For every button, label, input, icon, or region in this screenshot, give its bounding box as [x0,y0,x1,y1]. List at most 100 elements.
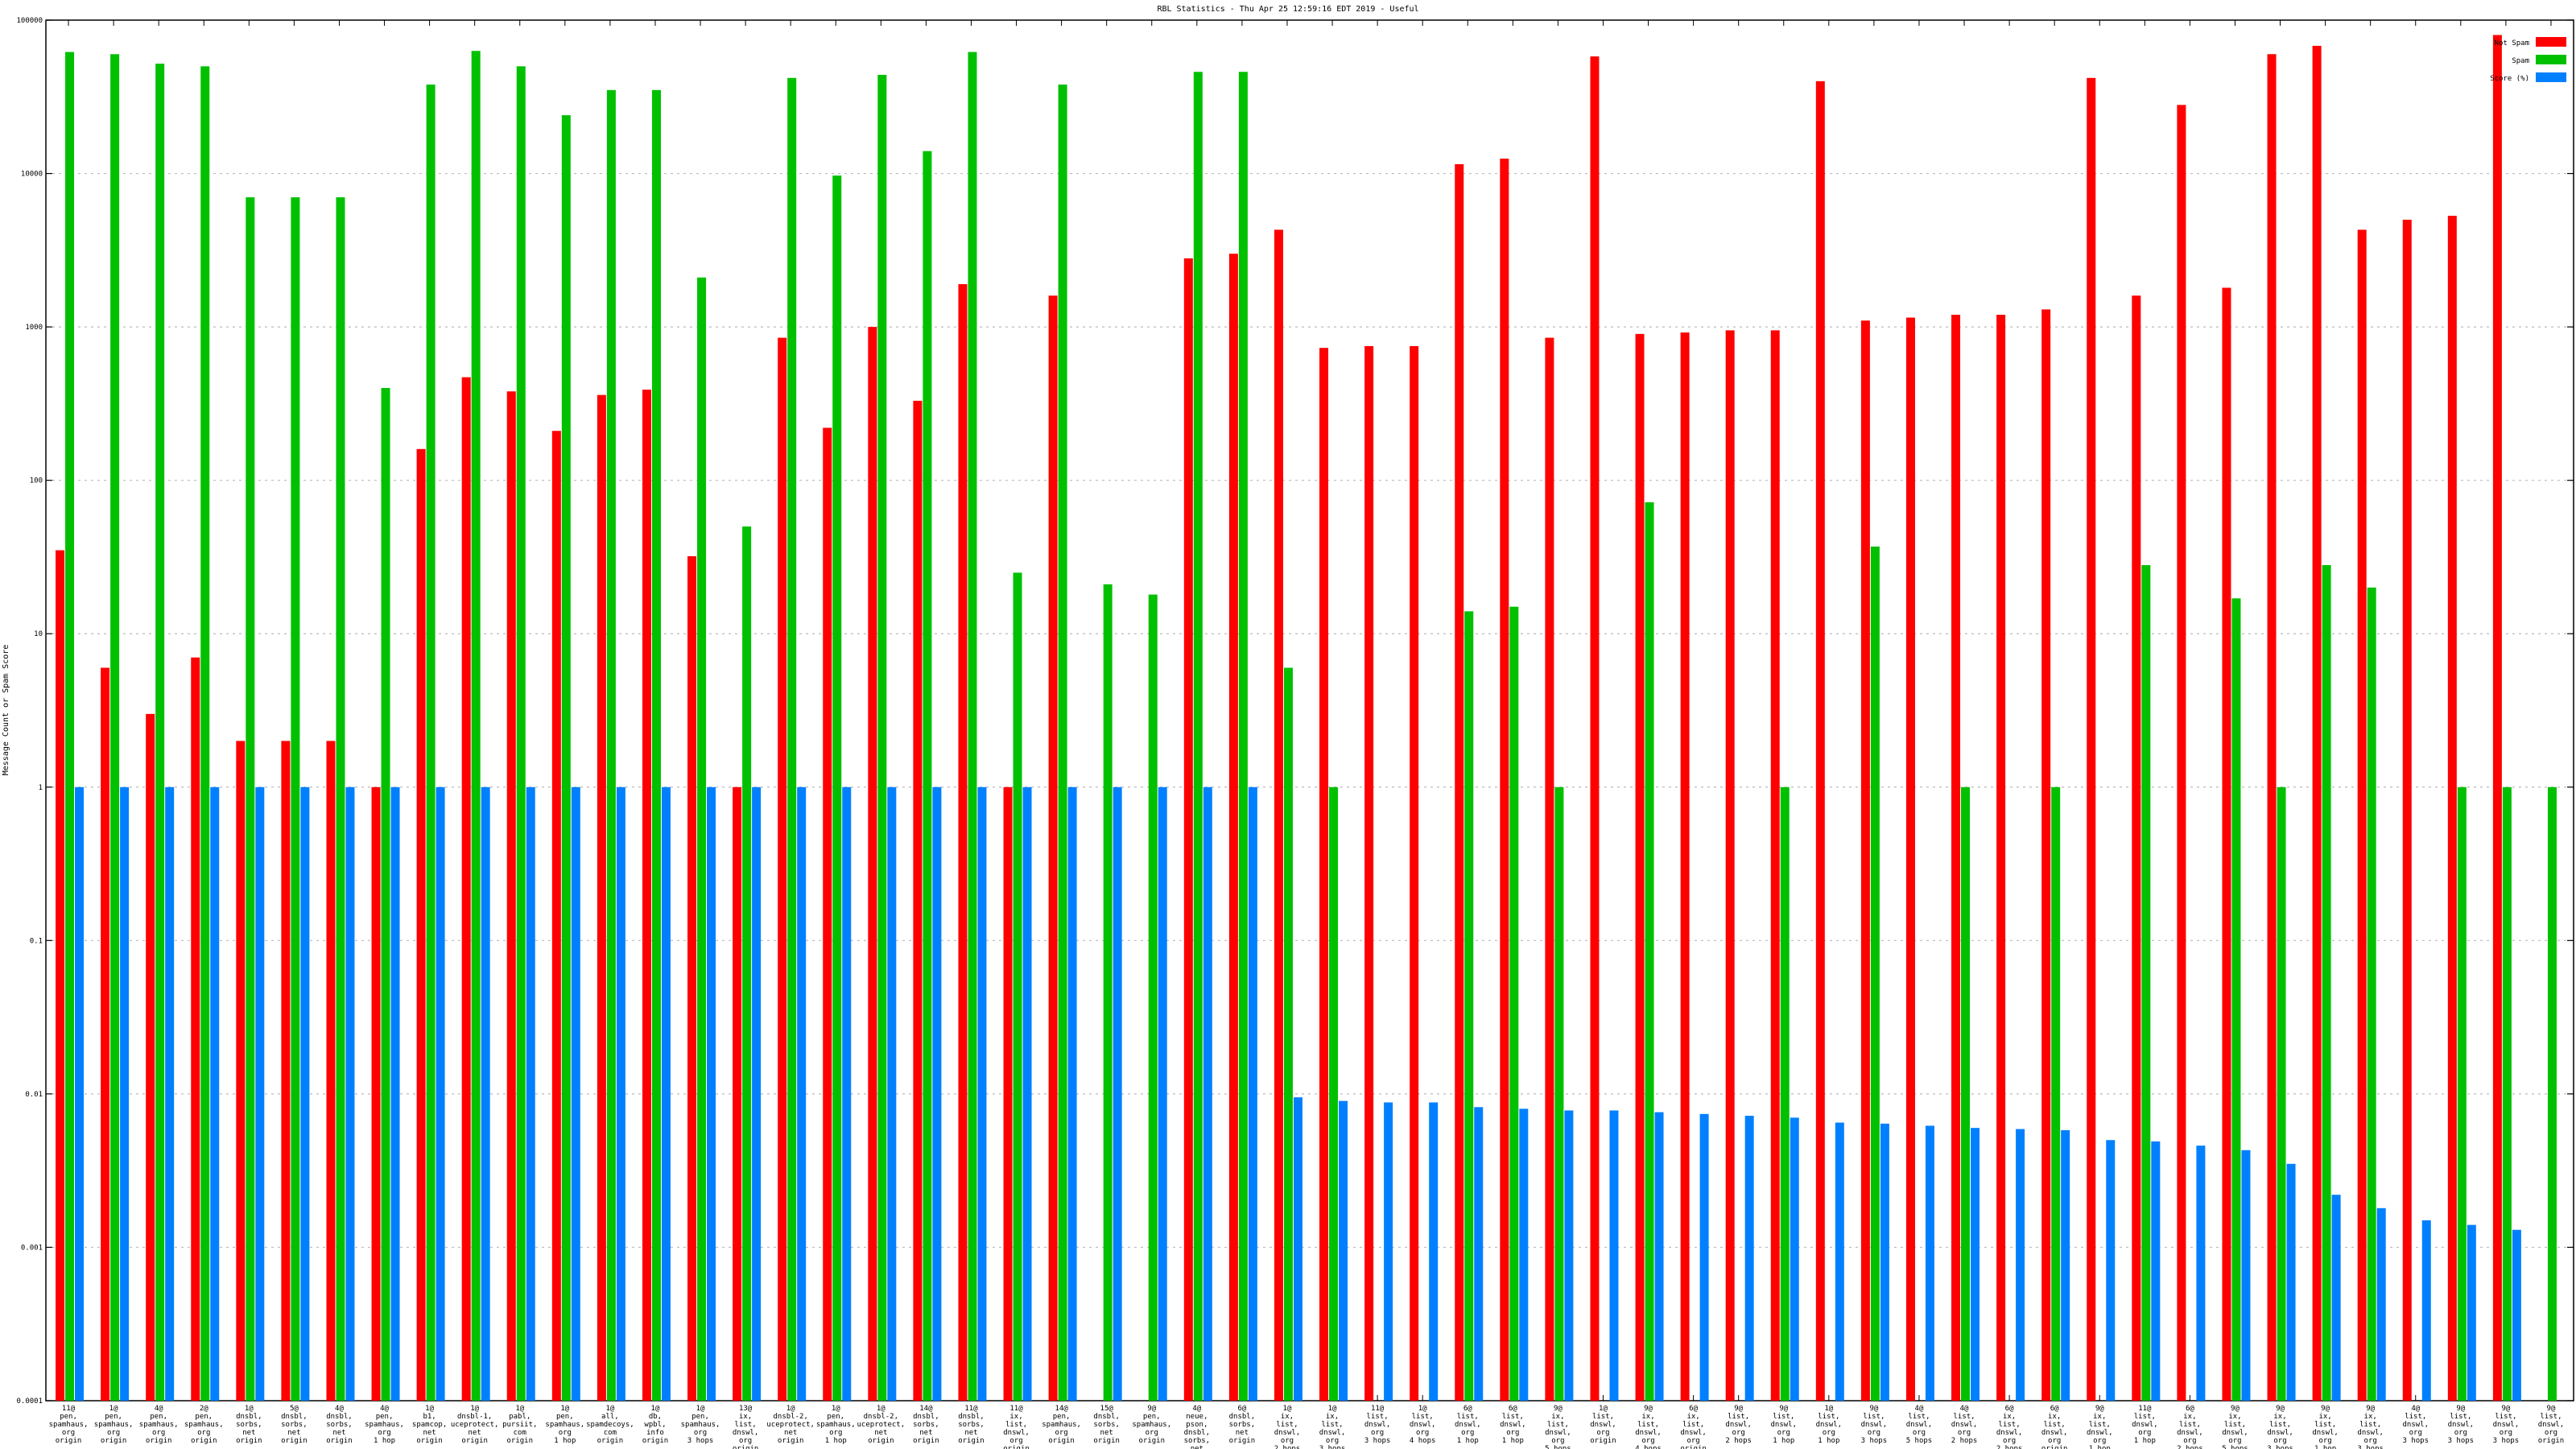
bar-score-43 [2016,1129,2025,1401]
bar-score-9 [481,786,490,1401]
bar-not-spam-47 [2177,105,2186,1401]
x-category-label-line: 3 hops [2267,1445,2293,1449]
bar-not-spam-12 [597,394,606,1401]
bar-score-16 [797,786,807,1401]
bar-spam-21 [1013,572,1022,1401]
x-category-label-line: dnswl, [1680,1429,1707,1437]
x-category-label-line: ix, [2273,1413,2286,1421]
gridlines [46,20,2574,1401]
x-category-label-line: ix, [1686,1413,1699,1421]
x-category-label-line: 1 hop [2089,1445,2111,1449]
x-category-label: 4@ pen, spamhaus, org origin [139,1405,179,1445]
y-tick-label: 100 [30,477,43,485]
x-category-label-line: dnswl, [1545,1429,1571,1437]
x-category-label-line: origin [958,1437,985,1445]
x-category-label-line: ix, [739,1413,752,1421]
bar-score-28 [1339,1100,1348,1401]
x-category-label-line: org [739,1437,752,1445]
y-axis-ticks: 0.0001 0.001 0.01 0.1 1 10 100 1000 10000 100000 [16,17,2574,1406]
x-category-label-line: list, [2044,1421,2066,1429]
x-category-label: 11@ dnsbl, sorbs, net origin [958,1405,985,1445]
bar-not-spam-20 [958,283,968,1402]
x-category-label-line: org [1551,1437,1564,1445]
bar-spam-5 [291,197,300,1401]
bar-not-spam-41 [1905,317,1915,1401]
bar-score-45 [2106,1140,2116,1401]
bar-spam-46 [2141,565,2151,1401]
x-category-label-line: 1@ [696,1405,705,1413]
x-category-label-line: 11@ [1371,1405,1385,1413]
bar-not-spam-40 [1860,320,1870,1401]
legend-label: Not Spam [2495,39,2529,47]
x-category-label: 1@ dnsbl-2, uceprotect, net origin [857,1405,906,1445]
x-category-label-line: net [919,1429,932,1437]
x-category-label-line: 11@ [964,1405,978,1413]
x-category-label-line: 6@ [2186,1405,2194,1413]
x-category-label-line: uceprotect, [857,1421,906,1429]
x-category-label-line: 1@ [1824,1405,1833,1413]
bar-spam-53 [2457,786,2467,1401]
x-category-label-line: ix, [1281,1413,1294,1421]
x-category-label: 1@ dnsbl-2, uceprotect, net origin [766,1405,815,1445]
x-category-label-line: 1@ [832,1405,840,1413]
bar-not-spam-21 [1003,786,1013,1401]
x-category-label-line: list, [2405,1413,2426,1421]
bar-score-31 [1474,1107,1484,1401]
x-category-label: 4@ pen, spamhaus, org 1 hop [365,1405,404,1445]
x-category-label-line: sorbs, [236,1421,262,1429]
bar-not-spam-9 [461,377,471,1401]
x-category-label-line: spamhaus, [816,1421,856,1429]
x-category-label-line: ix, [1551,1413,1564,1421]
bar-not-spam-18 [868,327,877,1402]
bar-not-spam-43 [1996,315,2006,1401]
x-category-label-line: list, [1682,1421,1704,1429]
x-category-label-line: net [874,1429,887,1437]
x-category-label-line: org [1009,1437,1022,1445]
x-category-label-line: org [1686,1437,1699,1445]
x-category-label-line: list, [2089,1421,2111,1429]
x-category-label: 1@ pen, spamhaus, org 3 hops [681,1405,720,1445]
bar-spam-31 [1464,611,1474,1401]
x-category-label: 9@ ix, list, dnswl, org 1 hop [2312,1405,2339,1449]
x-category-label-line: list, [1412,1413,1434,1421]
x-category-label-line: 9@ [2547,1405,2556,1413]
x-category-label-line: origin [236,1437,262,1445]
x-category-label: 6@ ix, list, dnswl, org 2 hops [1996,1405,2023,1449]
x-category-label-line: net [1100,1429,1113,1437]
x-category-label-line: dnswl, [2493,1421,2520,1429]
x-category-label: 11@ ix, list, dnswl, org origin [1003,1405,1030,1449]
x-category-label-line: org [2228,1437,2241,1445]
x-category-label-line: 3 hops [1364,1437,1391,1445]
bar-spam-27 [1283,667,1293,1401]
bar-not-spam-7 [371,786,381,1401]
legend-label: Score (%) [2490,75,2529,83]
x-category-label-line: 11@ [1009,1405,1023,1413]
bar-not-spam-50 [2312,45,2322,1401]
x-category-label-line: org [2364,1437,2377,1445]
bar-spam-9 [471,51,481,1401]
bar-score-53 [2467,1224,2476,1401]
bar-not-spam-49 [2267,54,2277,1401]
x-category-label: 6@ ix, list, dnswl, org origin [1680,1405,1707,1449]
x-category-label-line: 1@ [1283,1405,1292,1413]
bar-spam-8 [426,85,436,1401]
x-category-label-line: list, [1547,1421,1569,1429]
x-category-label-line: origin [416,1437,443,1445]
bar-not-spam-22 [1048,295,1058,1402]
bar-spam-28 [1329,786,1339,1401]
x-category-label: 1@ ix, list, dnswl, org 2 hops [1274,1405,1301,1449]
x-category-label-line: spamhaus, [139,1421,179,1429]
bar-score-21 [1022,786,1032,1401]
x-category-label: 6@ list, dnswl, org 1 hop [1455,1405,1481,1445]
x-category-label: 1@ pabl, pursiit, com origin [502,1405,537,1445]
x-category-label: 11@ list, dnswl, org 3 hops [1364,1405,1391,1445]
bar-not-spam-4 [236,741,246,1401]
x-category-label-line: spamhaus, [49,1421,89,1429]
x-category-label-line: list, [1005,1421,1027,1429]
x-category-label-line: 3 hops [2357,1445,2384,1449]
legend-label: Spam [2512,57,2529,65]
x-category-label-line: sorbs, [1184,1437,1211,1445]
bar-spam-23 [1103,584,1113,1401]
bar-score-35 [1654,1112,1664,1401]
x-category-label-line: db, [649,1413,662,1421]
